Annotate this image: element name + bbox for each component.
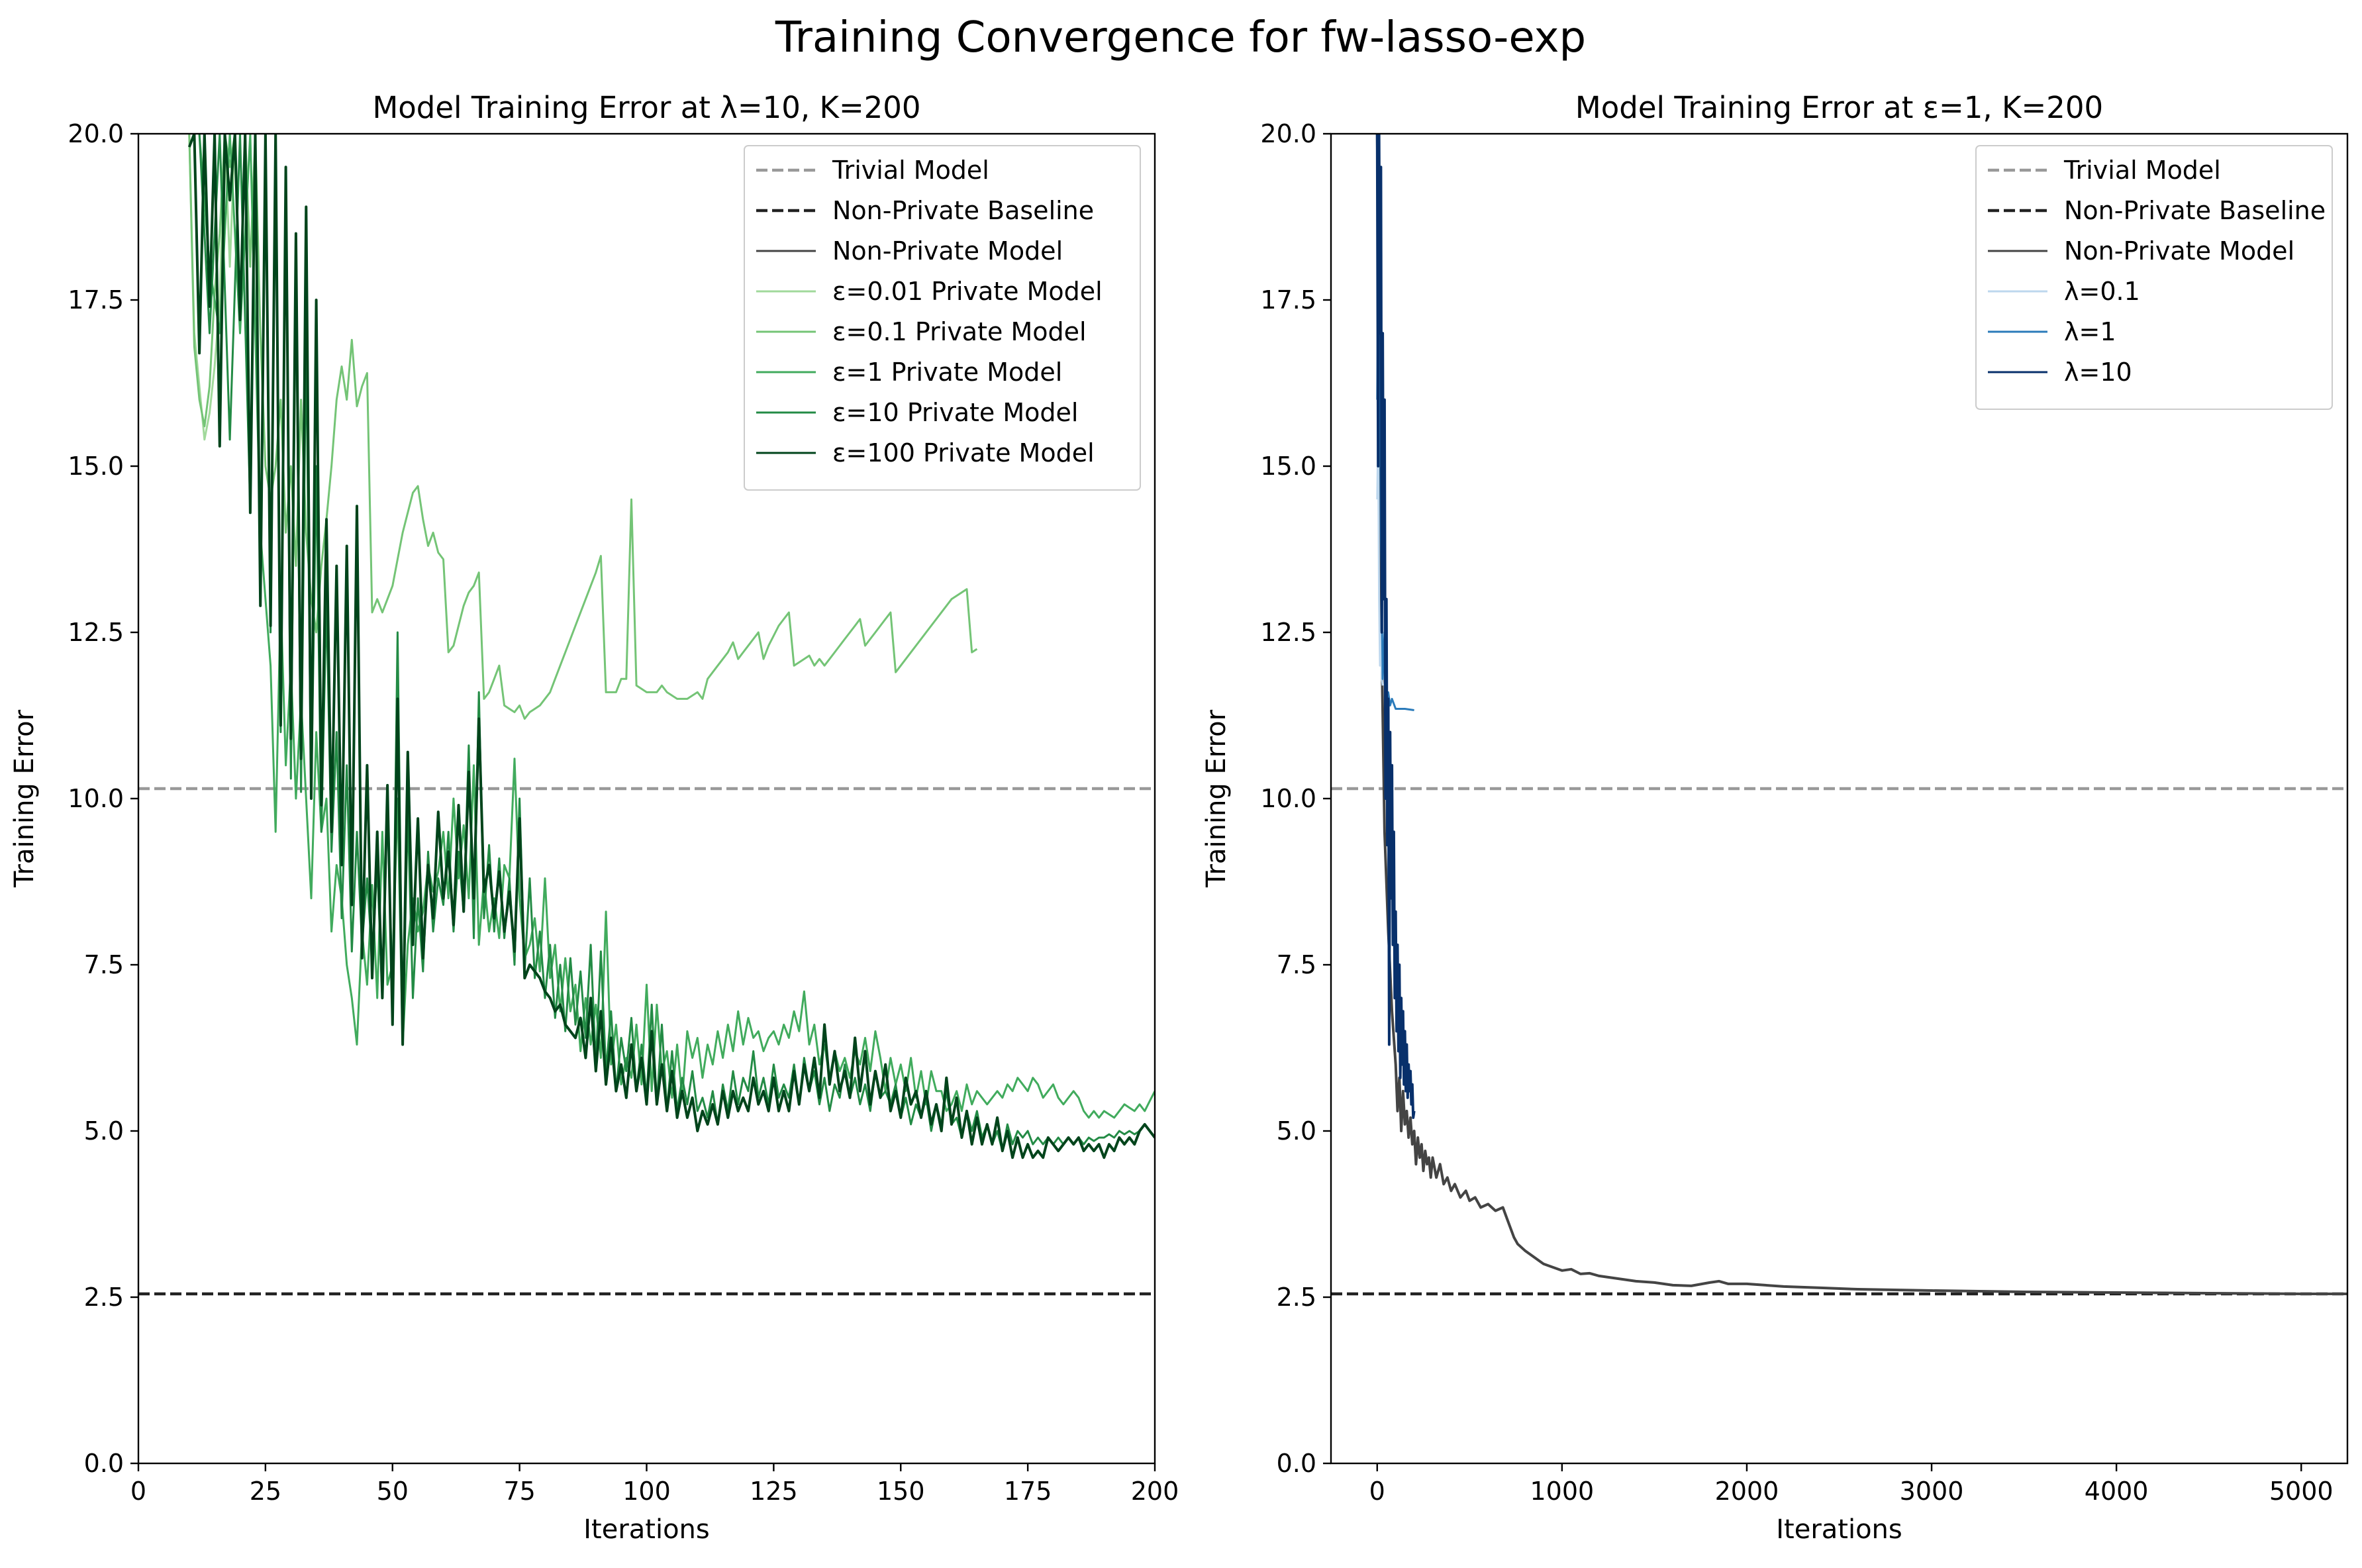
legend-label: Non-Private Model xyxy=(832,236,1063,266)
y-tick-label: 10.0 xyxy=(1260,784,1316,813)
legend-box xyxy=(1975,145,2333,410)
legend: Trivial Model Non-Private Baseline Non-Pri… xyxy=(744,145,1141,491)
series-line xyxy=(198,134,1155,1119)
x-tick-label: 175 xyxy=(1004,1477,1052,1506)
x-tick-label: 25 xyxy=(250,1477,281,1506)
axes-frame xyxy=(1330,132,2349,1465)
y-tick-label: 15.0 xyxy=(1260,452,1316,481)
panel-title: Model Training Error at ε=1, K=200 xyxy=(1575,90,2103,125)
series-line xyxy=(187,134,1155,1159)
series-line xyxy=(188,134,240,441)
x-axis-label: Iterations xyxy=(1776,1514,1902,1545)
panel-title: Model Training Error at λ=10, K=200 xyxy=(372,90,920,125)
legend-label: ε=0.01 Private Model xyxy=(832,277,1103,306)
y-tick-label: 0.0 xyxy=(84,1449,124,1478)
y-tick-label: 7.5 xyxy=(1277,950,1316,979)
y-tick-label: 7.5 xyxy=(84,950,124,979)
series-line xyxy=(1375,134,2347,1295)
panel-left: Model Training Error at λ=10, K=200 Itera… xyxy=(9,90,1179,1545)
legend-label: ε=0.1 Private Model xyxy=(832,317,1087,346)
x-tick-label: 100 xyxy=(622,1477,671,1506)
y-tick-label: 0.0 xyxy=(1277,1449,1316,1478)
plot-area xyxy=(1331,134,2347,1296)
y-tick-label: 5.0 xyxy=(84,1116,124,1146)
y-tick-label: 15.0 xyxy=(68,452,124,481)
legend-label: ε=1 Private Model xyxy=(832,358,1062,387)
x-tick-label: 4000 xyxy=(2085,1477,2149,1506)
x-tick-label: 3000 xyxy=(1900,1477,1964,1506)
legend-label: λ=0.1 xyxy=(2064,277,2140,306)
y-axis-label: Training Error xyxy=(9,709,40,888)
x-tick-label: 0 xyxy=(1369,1477,1385,1506)
y-tick-label: 2.5 xyxy=(1277,1283,1316,1312)
x-tick-label: 75 xyxy=(503,1477,535,1506)
x-tick-label: 0 xyxy=(130,1477,146,1506)
series-line xyxy=(1375,134,1416,1119)
legend-label: λ=1 xyxy=(2064,317,2116,346)
y-tick-label: 2.5 xyxy=(84,1283,124,1312)
axes-frame xyxy=(137,132,1156,1465)
y-tick-label: 5.0 xyxy=(1277,1116,1316,1146)
y-tick-label: 17.5 xyxy=(1260,285,1316,315)
y-tick-label: 17.5 xyxy=(68,285,124,315)
y-axis-label: Training Error xyxy=(1201,709,1232,888)
legend: Trivial Model Non-Private Baseline Non-Pri… xyxy=(1975,145,2333,410)
figure-title: Training Convergence for fw-lasso-exp xyxy=(775,13,1586,62)
y-tick-label: 20.0 xyxy=(1260,119,1316,148)
legend-box xyxy=(744,145,1141,491)
legend-label: ε=100 Private Model xyxy=(832,438,1095,467)
y-tick-label: 12.5 xyxy=(1260,618,1316,647)
x-axis-label: Iterations xyxy=(583,1514,710,1545)
y-tick-label: 10.0 xyxy=(68,784,124,813)
x-tick-label: 150 xyxy=(877,1477,925,1506)
x-tick-label: 50 xyxy=(377,1477,409,1506)
legend-label: Non-Private Baseline xyxy=(2064,196,2326,225)
plot-area xyxy=(138,134,1155,1296)
x-tick-label: 200 xyxy=(1131,1477,1179,1506)
legend-label: Non-Private Baseline xyxy=(832,196,1094,225)
legend-label: ε=10 Private Model xyxy=(832,398,1078,427)
legend-label: λ=10 xyxy=(2064,358,2132,387)
legend-label: Non-Private Model xyxy=(2064,236,2294,266)
x-tick-label: 2000 xyxy=(1715,1477,1779,1506)
x-tick-label: 1000 xyxy=(1530,1477,1595,1506)
x-tick-label: 5000 xyxy=(2269,1477,2334,1506)
panel-right: Model Training Error at ε=1, K=200 Iterat… xyxy=(1201,90,2349,1545)
legend-label: Trivial Model xyxy=(2063,156,2221,185)
legend-label: Trivial Model xyxy=(832,156,989,185)
x-tick-label: 125 xyxy=(750,1477,798,1506)
y-tick-label: 12.5 xyxy=(68,618,124,647)
y-tick-label: 20.0 xyxy=(68,119,124,148)
